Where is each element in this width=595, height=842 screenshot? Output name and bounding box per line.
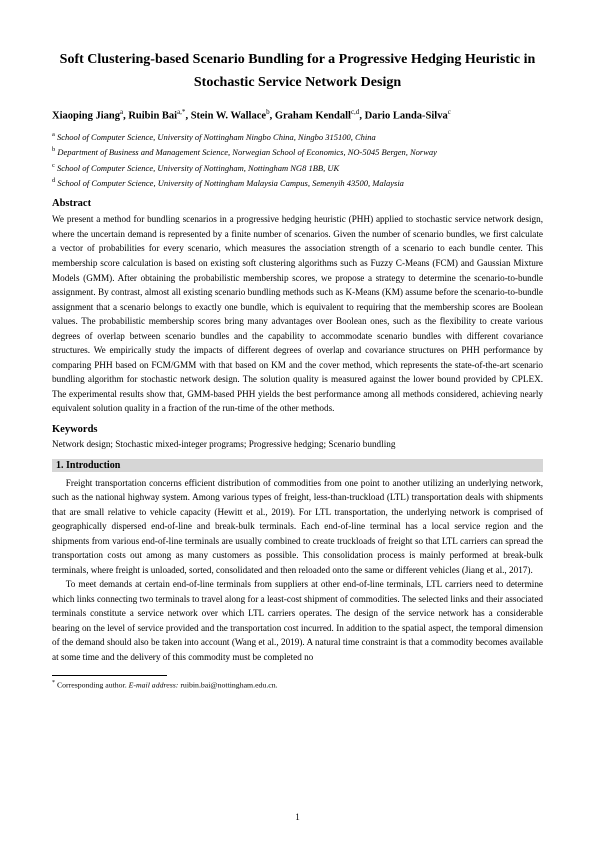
affiliation-d: d School of Computer Science, University… (52, 176, 543, 190)
affil-b-text: Department of Business and Management Sc… (55, 147, 437, 157)
keywords-heading: Keywords (52, 424, 543, 435)
affil-c-text: School of Computer Science, University o… (55, 162, 339, 172)
paper-title: Soft Clustering-based Scenario Bundling … (52, 48, 543, 94)
author-1: Xiaoping Jiang (52, 111, 120, 122)
affiliation-b: b Department of Business and Management … (52, 145, 543, 159)
footnote-label: Corresponding author. (55, 680, 129, 689)
footnote-rule (52, 675, 167, 676)
author-5: Dario Landa-Silva (365, 111, 448, 122)
author-1-sup: a (120, 108, 123, 116)
author-2-sup: a,* (177, 108, 185, 116)
footnote-email-label: E-mail address: (129, 680, 181, 689)
affiliation-c: c School of Computer Science, University… (52, 161, 543, 175)
intro-para-2: To meet demands at certain end-of-line t… (52, 577, 543, 664)
affil-d-text: School of Computer Science, University o… (55, 178, 404, 188)
affil-a-text: School of Computer Science, University o… (55, 132, 376, 142)
author-5-sup: c (448, 108, 451, 116)
footnote-email: ruibin.bai@nottingham.edu.cn. (180, 680, 277, 689)
page-number: 1 (0, 812, 595, 822)
author-2: Ruibin Bai (128, 111, 177, 122)
footnote: * Corresponding author. E-mail address: … (52, 679, 543, 692)
author-4-sup: c,d (351, 108, 359, 116)
author-4: Graham Kendall (275, 111, 351, 122)
abstract-body: We present a method for bundling scenari… (52, 212, 543, 415)
keywords-body: Network design; Stochastic mixed-integer… (52, 438, 543, 452)
introduction-heading: 1. Introduction (52, 459, 543, 472)
authors-line: Xiaoping Jianga, Ruibin Baia,*, Stein W.… (52, 108, 543, 122)
affiliation-a: a School of Computer Science, University… (52, 130, 543, 144)
author-3-sup: b (266, 108, 270, 116)
intro-para-1: Freight transportation concerns efficien… (52, 476, 543, 578)
author-3: Stein W. Wallace (191, 111, 266, 122)
abstract-heading: Abstract (52, 198, 543, 209)
